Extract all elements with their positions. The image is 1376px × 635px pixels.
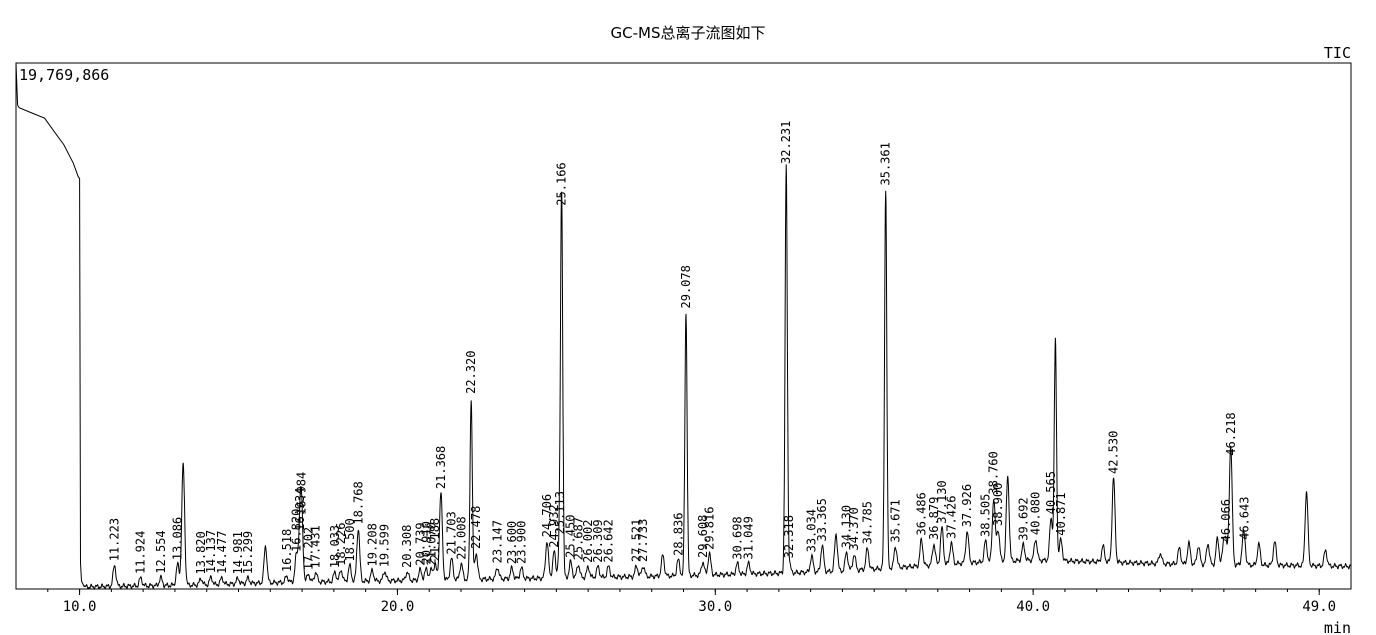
peak-label: 18.033 [328, 525, 342, 568]
peak-label: 20.308 [400, 525, 414, 568]
peak-label: 30.698 [731, 516, 745, 559]
peak-label: 23.900 [514, 521, 528, 564]
peak-label: 46.643 [1237, 497, 1251, 540]
x-unit-label: min [1324, 619, 1351, 635]
peak-label: 33.365 [815, 498, 829, 541]
peak-label: 20.739 [413, 522, 427, 565]
tic-trace-line [15, 62, 1352, 590]
peak-label: 37.926 [960, 484, 974, 527]
peak-label: 16.820 [289, 509, 303, 552]
peak-label: 34.370 [847, 507, 861, 550]
x-tick-label: 49.0 [1302, 599, 1336, 615]
peak-label: 40.565 [1044, 471, 1058, 514]
peak-label: 34.785 [860, 501, 874, 544]
peak-label: 13.820 [194, 531, 208, 574]
peak-label: 27.521 [630, 519, 644, 562]
peak-label: 21.188 [428, 518, 442, 561]
peak-label: 23.147 [491, 520, 505, 563]
peak-label: 12.554 [154, 530, 168, 573]
peak-label: 21.703 [445, 511, 459, 554]
peak-label: 46.066 [1219, 499, 1233, 542]
peak-label: 17.431 [309, 525, 323, 568]
peak-label: 42.530 [1107, 431, 1121, 474]
peak-label: 11.924 [134, 531, 148, 574]
peak-label: 36.879 [927, 497, 941, 540]
peak-label: 22.478 [469, 506, 483, 549]
peak-label: 21.070 [424, 522, 438, 565]
peak-label: 16.984 [295, 472, 309, 515]
peak-label: 32.318 [782, 515, 796, 558]
peak-label: 36.486 [914, 492, 928, 535]
plot-frame [15, 62, 1352, 590]
peak-label: 14.981 [231, 531, 245, 574]
peak-label: 19.208 [365, 523, 379, 566]
peak-label: 40.080 [1029, 492, 1043, 535]
x-axis-ticks: 10.0 20.0 30.0 40.0 49.0 [47, 589, 1336, 615]
peak-label: 25.687 [571, 517, 585, 560]
peak-label: 39.692 [1016, 497, 1030, 540]
peak-label: 31.049 [742, 516, 756, 559]
peak-label: 37.130 [935, 480, 949, 523]
peak-label: 29.816 [702, 507, 716, 550]
peak-labels: 11.223 11.924 12.554 13.086 13.82014.13714.4… [108, 121, 1252, 575]
y-max-label: 19,769,866 [19, 66, 109, 84]
peak-label: 21.368 [434, 446, 448, 489]
peak-label: 29.078 [679, 265, 693, 308]
peak-label: 22.320 [464, 351, 478, 394]
x-tick-label: 10.0 [63, 599, 97, 615]
peak-label: 14.137 [204, 530, 218, 573]
x-tick-label: 20.0 [381, 599, 415, 615]
peak-label: 37.426 [944, 496, 958, 539]
peak-label: 32.231 [779, 121, 793, 164]
peak-label: 28.836 [671, 513, 685, 556]
peak-label: 20.910 [419, 521, 433, 564]
peak-label: 22.008 [454, 516, 468, 559]
peak-label: 14.477 [215, 531, 229, 574]
x-tick-label: 30.0 [698, 599, 732, 615]
peak-label: 25.166 [555, 162, 569, 205]
chart-title: GC-MS总离子流图如下 [610, 24, 766, 42]
peak-label: 18.226 [334, 523, 348, 566]
peak-label: 11.223 [108, 518, 122, 561]
peak-label: 33.034 [805, 509, 819, 552]
peak-label: 34.130 [840, 505, 854, 548]
peak-label: 26.642 [602, 519, 616, 562]
peak-label: 18.500 [343, 518, 357, 561]
peak-label: 25.450 [564, 515, 578, 558]
peak-label: 25.113 [553, 491, 567, 534]
peak-label: 15.299 [241, 531, 255, 574]
peak-label: 16.934 [293, 488, 307, 531]
peak-label: 16.518 [280, 529, 294, 572]
peak-label: 23.600 [505, 521, 519, 564]
peak-label: 38.760 [987, 451, 1001, 494]
peak-label: 26.309 [591, 519, 605, 562]
peak-label: 38.900 [991, 483, 1005, 526]
peak-label: 27.733 [636, 519, 650, 562]
x-tick-label: 40.0 [1016, 599, 1050, 615]
peak-label: 46.218 [1224, 412, 1238, 455]
peak-label: 24.932 [547, 504, 561, 547]
peak-label: 35.361 [879, 142, 893, 185]
peak-label: 24.706 [540, 494, 554, 537]
peak-label: 38.505 [979, 494, 993, 537]
peak-label: 40.871 [1054, 492, 1068, 535]
peak-label: 13.086 [171, 517, 185, 560]
peak-label: 29.608 [696, 515, 710, 558]
peak-label: 17.202 [301, 527, 315, 570]
trace-name-label: TIC [1324, 44, 1351, 62]
peak-label: 26.002 [581, 520, 595, 563]
peak-label: 19.599 [378, 524, 392, 567]
peak-label: 35.671 [889, 499, 903, 542]
peak-label: 18.768 [351, 481, 365, 524]
